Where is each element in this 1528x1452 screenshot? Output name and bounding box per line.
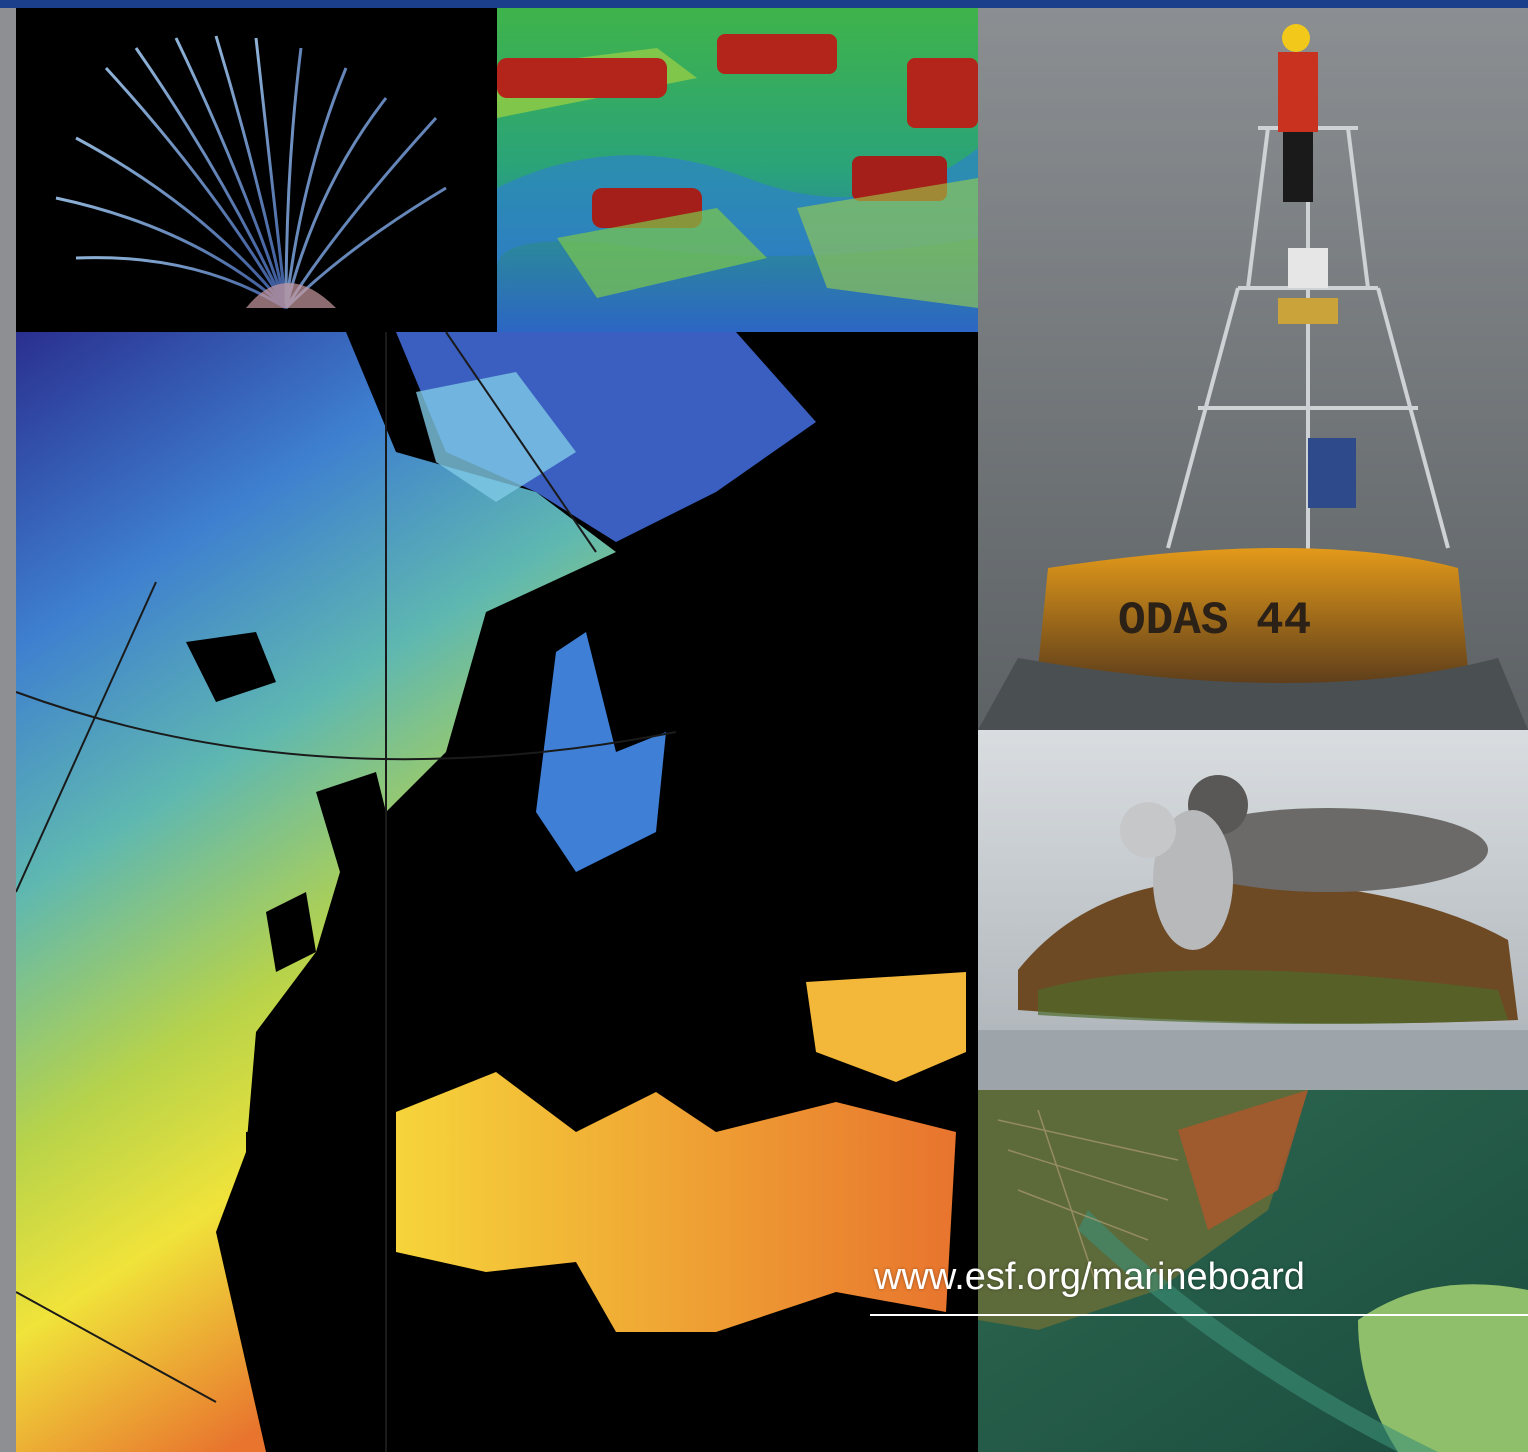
top-band bbox=[0, 0, 1528, 8]
buoy-hull-label: ODAS 44 bbox=[1118, 595, 1311, 647]
tube-worm-photo bbox=[16, 8, 497, 332]
url-underline-rule bbox=[870, 1314, 1528, 1316]
ocean-buoy-photo: ODAS 44 bbox=[978, 8, 1528, 730]
seafloor-bathymetry-render bbox=[497, 8, 978, 332]
coastal-aerial-photo bbox=[978, 1090, 1528, 1452]
website-url[interactable]: www.esf.org/marineboard bbox=[874, 1256, 1305, 1298]
sea-surface-temperature-map bbox=[16, 332, 978, 1452]
seals-on-rock-photo bbox=[978, 730, 1528, 1090]
left-frame-strip bbox=[0, 8, 16, 1452]
